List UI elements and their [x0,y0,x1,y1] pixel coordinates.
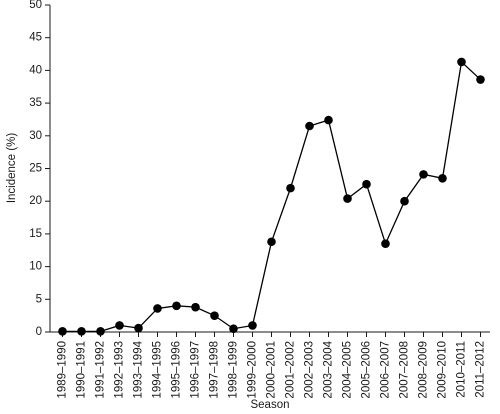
x-tick-label: 2001–2002 [285,341,297,399]
data-point [210,311,219,320]
x-tick-label: 1999–2000 [247,341,259,399]
y-tick-label: 5 [36,293,42,305]
data-point [400,196,409,206]
data-point [248,321,257,330]
x-tick-label: 2006–2007 [380,341,392,399]
data-point [305,121,314,131]
y-tick-label: 10 [29,261,42,273]
x-axis-label: Season [250,399,289,411]
x-tick-label: 1995–1996 [171,341,183,399]
x-tick-label: 1993–1994 [133,340,145,398]
x-tick-label: 2010–2011 [456,341,468,398]
x-tick-label: 1994–1995 [152,341,164,399]
data-point [229,324,238,334]
x-tick-label: 2005–2006 [361,341,373,399]
x-tick-label: 2003–2004 [323,340,335,398]
x-tick-label: 1990–1991 [76,341,88,399]
y-tick-label: 25 [29,163,42,175]
data-point [362,179,371,189]
y-tick-label: 50 [29,0,42,11]
x-tick-label: 1998–1999 [228,341,240,399]
x-tick-label: 2000–2001 [266,341,278,399]
data-point [267,237,276,247]
data-point [172,301,181,311]
data-point [476,75,485,84]
data-point [457,57,466,67]
data-point [191,302,200,312]
x-tick-label: 1996–1997 [190,341,202,399]
y-tick-label: 45 [29,32,42,44]
data-point [96,327,105,336]
y-axis-label: Incidence (%) [6,133,18,203]
y-tick-label: 35 [29,97,42,109]
x-tick-label: 2011–2012 [475,341,487,398]
y-tick-label: 40 [29,64,42,76]
y-tick-label: 30 [29,130,42,142]
y-tick-label: 15 [29,228,42,240]
x-tick-label: 1989–1990 [57,341,69,399]
data-point [381,239,390,249]
x-tick-label: 2008–2009 [418,341,430,399]
data-point [419,170,428,179]
data-point [77,327,86,336]
data-point [134,323,143,333]
data-point [115,321,124,330]
data-line [62,60,481,332]
y-tick-label: 0 [36,326,42,338]
x-tick-label: 1997–1998 [209,341,221,399]
x-tick-label: 2004–2005 [342,341,354,399]
data-point [343,194,352,203]
data-point [438,174,447,183]
x-tick-label: 1992–1993 [114,341,126,399]
data-point [153,304,162,313]
data-point [286,183,295,193]
x-tick-label: 1991–1992 [95,341,107,399]
x-tick-label: 2009–2010 [437,341,449,399]
data-point [324,115,333,125]
x-tick-label: 2002–2003 [304,341,316,399]
x-tick-label: 2007–2008 [399,341,411,399]
y-tick-label: 20 [29,195,42,207]
data-point [58,327,67,336]
